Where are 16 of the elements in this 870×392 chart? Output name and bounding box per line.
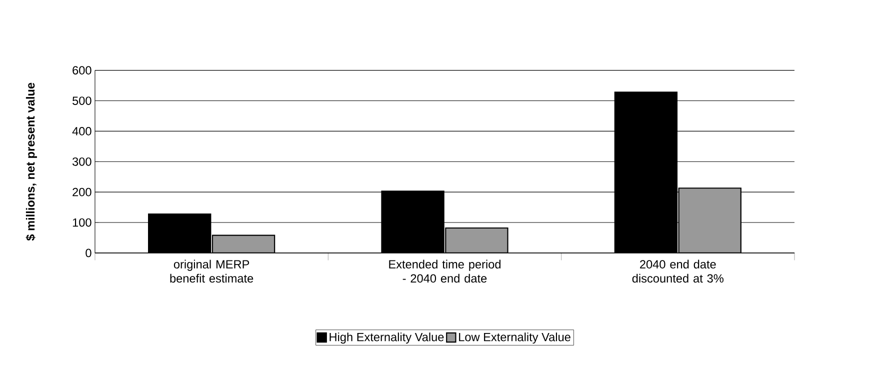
y-tick-label: 0 — [86, 248, 92, 258]
x-tick-label: Extended time period - 2040 end date — [389, 260, 500, 283]
y-tick-label: 100 — [72, 218, 92, 227]
y-tick-label: 500 — [72, 96, 92, 106]
bar — [445, 228, 508, 254]
y-tick-label: 400 — [72, 127, 92, 136]
bar — [212, 234, 276, 254]
y-tick-label: 600 — [72, 66, 92, 75]
legend-label: High Externality Value — [330, 332, 444, 344]
x-tick-label: original MERP benefit estimate — [170, 260, 254, 283]
bar — [678, 188, 742, 254]
y-tick-label: 200 — [72, 188, 92, 196]
legend-label: Low Externality Value — [459, 332, 570, 344]
y-tick-label: 300 — [72, 158, 92, 166]
y-axis-title: $ millions, net present value — [26, 82, 37, 241]
x-tick-label: 2040 end date discounted at 3% — [632, 260, 724, 283]
